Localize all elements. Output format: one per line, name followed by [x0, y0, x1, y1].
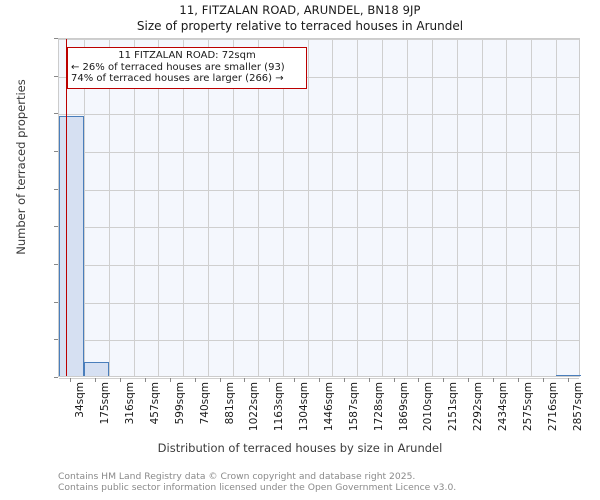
annotation-line-2: ← 26% of terraced houses are smaller (93…	[71, 61, 285, 73]
x-tick-label: 1446sqm	[323, 382, 335, 432]
x-tick-mark	[542, 378, 544, 382]
y-tick-mark	[54, 377, 58, 378]
footer-attribution: Contains HM Land Registry data © Crown c…	[58, 471, 598, 494]
plot-area: 11 FITZALAN ROAD: 72sqm ← 26% of terrace…	[58, 38, 581, 379]
annotation-line-3: 74% of terraced houses are larger (266) …	[71, 73, 284, 85]
gridline-horizontal	[59, 227, 579, 229]
gridline-vertical	[431, 39, 433, 376]
x-tick-label: 1587sqm	[347, 382, 360, 432]
x-tick-label: 740sqm	[198, 382, 211, 425]
x-tick-mark	[567, 378, 569, 382]
chart-title: 11, FITZALAN ROAD, ARUNDEL, BN18 9JP	[179, 3, 421, 17]
y-tick-mark	[54, 264, 58, 265]
x-tick-mark	[95, 378, 97, 382]
x-tick-mark	[517, 378, 519, 382]
gridline-horizontal	[59, 189, 579, 191]
x-tick-label: 34sqm	[74, 382, 87, 418]
x-tick-label: 175sqm	[99, 382, 112, 425]
property-marker-line	[65, 39, 68, 376]
gridline-vertical	[357, 39, 359, 376]
gridline-vertical	[108, 39, 110, 376]
bar	[83, 362, 109, 376]
gridline-horizontal	[59, 302, 579, 304]
x-axis-label: Distribution of terraced houses by size …	[157, 441, 443, 455]
annotation-line-1: 11 FITZALAN ROAD: 72sqm	[118, 50, 256, 61]
y-tick-mark	[54, 339, 58, 341]
x-tick-mark	[393, 378, 395, 382]
y-axis-label: Number of terraced properties	[14, 79, 28, 255]
x-tick-label: 1022sqm	[248, 382, 261, 432]
gridline-vertical	[208, 39, 210, 376]
x-tick-mark	[169, 378, 171, 382]
gridline-vertical	[407, 39, 408, 376]
footer-line-1: Contains HM Land Registry data © Crown c…	[58, 471, 416, 482]
x-tick-label: 2575sqm	[521, 382, 534, 432]
x-tick-mark	[418, 378, 420, 382]
x-tick-mark	[294, 378, 296, 382]
gridline-vertical	[556, 39, 558, 376]
gridline-vertical	[257, 39, 259, 376]
x-tick-mark	[319, 378, 320, 382]
gridline-vertical	[382, 39, 384, 376]
x-tick-label: 457sqm	[149, 382, 161, 425]
x-tick-label: 1728sqm	[372, 382, 385, 432]
gridline-vertical	[233, 39, 234, 376]
x-tick-mark	[368, 378, 370, 382]
x-tick-mark	[468, 378, 470, 382]
gridline-vertical	[506, 39, 508, 376]
gridline-horizontal	[59, 265, 579, 266]
gridline-vertical	[307, 39, 309, 376]
x-tick-mark	[269, 378, 271, 382]
x-tick-label: 599sqm	[173, 382, 186, 425]
x-tick-label: 881sqm	[223, 382, 236, 425]
gridline-horizontal	[59, 76, 579, 78]
y-tick-mark	[54, 188, 58, 190]
gridline-vertical	[83, 39, 85, 376]
x-tick-label: 2716sqm	[546, 382, 559, 432]
x-tick-label: 2010sqm	[422, 382, 435, 432]
x-tick-label: 2292sqm	[472, 382, 485, 432]
x-tick-label: 2151sqm	[447, 382, 460, 432]
x-tick-mark	[194, 378, 196, 382]
y-tick-mark	[54, 151, 58, 152]
x-tick-mark	[70, 378, 72, 382]
y-tick-mark	[54, 301, 58, 303]
gridline-horizontal	[59, 340, 579, 342]
y-tick-mark	[54, 75, 58, 77]
x-tick-mark	[343, 378, 345, 382]
x-tick-mark	[244, 378, 246, 382]
x-tick-mark	[443, 378, 445, 382]
x-tick-mark	[493, 378, 494, 382]
gridline-horizontal	[59, 152, 579, 153]
x-tick-label: 2857sqm	[571, 382, 584, 432]
x-tick-mark	[120, 378, 122, 382]
gridline-vertical	[531, 39, 533, 376]
gridline-vertical	[183, 39, 185, 376]
x-tick-label: 2434sqm	[497, 382, 509, 432]
annotation-box: 11 FITZALAN ROAD: 72sqm ← 26% of terrace…	[67, 47, 307, 89]
x-tick-label: 1163sqm	[273, 382, 286, 432]
gridline-vertical	[282, 39, 284, 376]
y-tick-mark	[54, 226, 58, 228]
x-tick-label: 1304sqm	[298, 382, 311, 432]
bar	[59, 116, 84, 376]
gridline-vertical	[481, 39, 483, 376]
y-tick-mark	[54, 38, 58, 39]
x-tick-label: 316sqm	[124, 382, 137, 425]
gridline-vertical	[133, 39, 135, 376]
footer-line-2: Contains public sector information licen…	[58, 481, 457, 493]
y-tick-mark	[54, 113, 58, 115]
gridline-horizontal	[59, 39, 579, 40]
gridline-vertical	[158, 39, 160, 376]
bar	[556, 374, 581, 376]
x-tick-mark	[219, 378, 221, 382]
x-tick-mark	[145, 378, 146, 382]
chart-subtitle: Size of property relative to terraced ho…	[136, 19, 464, 33]
gridline-horizontal	[59, 114, 579, 116]
gridline-vertical	[332, 39, 334, 376]
x-tick-label: 1869sqm	[397, 382, 410, 432]
gridline-vertical	[456, 39, 458, 376]
